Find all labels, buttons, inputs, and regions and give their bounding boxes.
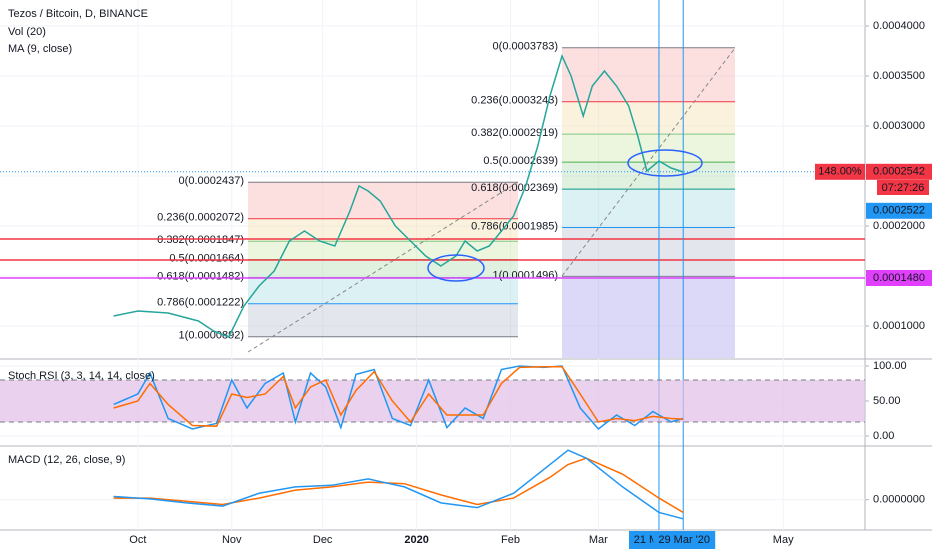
fib-label: 0.786(0.0001985) xyxy=(471,220,558,232)
x-tick-label: Mar xyxy=(589,534,608,546)
fib-zone xyxy=(562,47,735,102)
price-label-bg xyxy=(866,270,932,286)
price-label: 0.0002522 xyxy=(873,205,925,217)
cursor-label-bg xyxy=(653,531,716,549)
fib-zone xyxy=(248,303,518,337)
series-line xyxy=(113,457,684,514)
fib-label: 0(0.0002437) xyxy=(179,175,244,187)
y-tick-label: 0.0002000 xyxy=(873,220,925,232)
y-tick-label: 100.00 xyxy=(873,360,907,372)
projection-zone xyxy=(562,276,735,358)
countdown-bg xyxy=(877,180,929,195)
y-tick-label: 0.0004000 xyxy=(873,20,925,32)
pane-title: Stoch RSI (3, 3, 14, 14, close) xyxy=(8,370,155,382)
x-tick-label: 2020 xyxy=(404,534,428,546)
fib-zone xyxy=(562,134,735,163)
series-line xyxy=(113,449,684,520)
fib-zone xyxy=(248,277,518,304)
trend-line xyxy=(561,47,736,277)
series-line xyxy=(113,53,684,338)
fib-label: 0(0.0003783) xyxy=(493,41,558,53)
price-label: 0.0002542 xyxy=(873,166,925,178)
fib-label: 0.236(0.0002072) xyxy=(157,212,244,224)
fib-zone xyxy=(248,182,518,219)
price-label-bg xyxy=(866,202,932,219)
countdown: 07:27:26 xyxy=(882,182,925,194)
x-tick-label: Nov xyxy=(222,534,242,546)
y-tick-label: 0.0001000 xyxy=(873,320,925,332)
fib-label: 0.382(0.0001847) xyxy=(157,234,244,246)
y-tick-label: 0.00 xyxy=(873,430,894,442)
percent-label-bg xyxy=(815,163,865,180)
y-tick-label: 50.00 xyxy=(873,395,901,407)
indicator-label: Vol (20) xyxy=(8,26,46,38)
y-tick-label: 0.0003500 xyxy=(873,70,925,82)
y-tick-label: 0.0000000 xyxy=(873,494,925,506)
fib-label: 0.382(0.0002919) xyxy=(471,127,558,139)
series-line xyxy=(113,365,684,431)
x-tick-label: Dec xyxy=(313,534,333,546)
fib-label: 0.5(0.0001664) xyxy=(169,253,244,265)
fib-label: 0.786(0.0001222) xyxy=(157,297,244,309)
x-tick-label: May xyxy=(773,534,794,546)
fib-zone xyxy=(562,189,735,228)
x-tick-label: Oct xyxy=(129,534,146,546)
stoch-band xyxy=(0,379,865,422)
chart-title: Tezos / Bitcoin, D, BINANCE xyxy=(8,8,148,20)
fib-zone xyxy=(562,101,735,135)
price-label: 0.0001480 xyxy=(873,272,925,284)
fib-zone xyxy=(562,227,735,277)
fib-label: 1(0.0001496) xyxy=(493,269,558,281)
fib-label: 1(0.0000892) xyxy=(179,330,244,342)
price-label-bg xyxy=(866,163,932,180)
fib-label: 0.618(0.0001482) xyxy=(157,271,244,283)
indicator-label: MA (9, close) xyxy=(8,43,72,55)
y-tick-label: 0.0003000 xyxy=(873,120,925,132)
fib-label: 0.618(0.0002369) xyxy=(471,182,558,194)
percent-label: 148.00% xyxy=(818,166,862,178)
fib-zone xyxy=(562,162,735,190)
fib-zone xyxy=(248,259,518,278)
cursor-label: 21 M xyxy=(634,534,658,546)
fib-label: 0.5(0.0002639) xyxy=(483,155,558,167)
series-line xyxy=(113,365,684,427)
highlight-ellipse xyxy=(427,254,485,282)
fib-label: 0.236(0.0003243) xyxy=(471,95,558,107)
highlight-ellipse xyxy=(627,149,703,177)
cursor-label: 29 Mar '20 xyxy=(658,534,710,546)
x-tick-label: Feb xyxy=(501,534,520,546)
pane-title: MACD (12, 26, close, 9) xyxy=(8,454,125,466)
